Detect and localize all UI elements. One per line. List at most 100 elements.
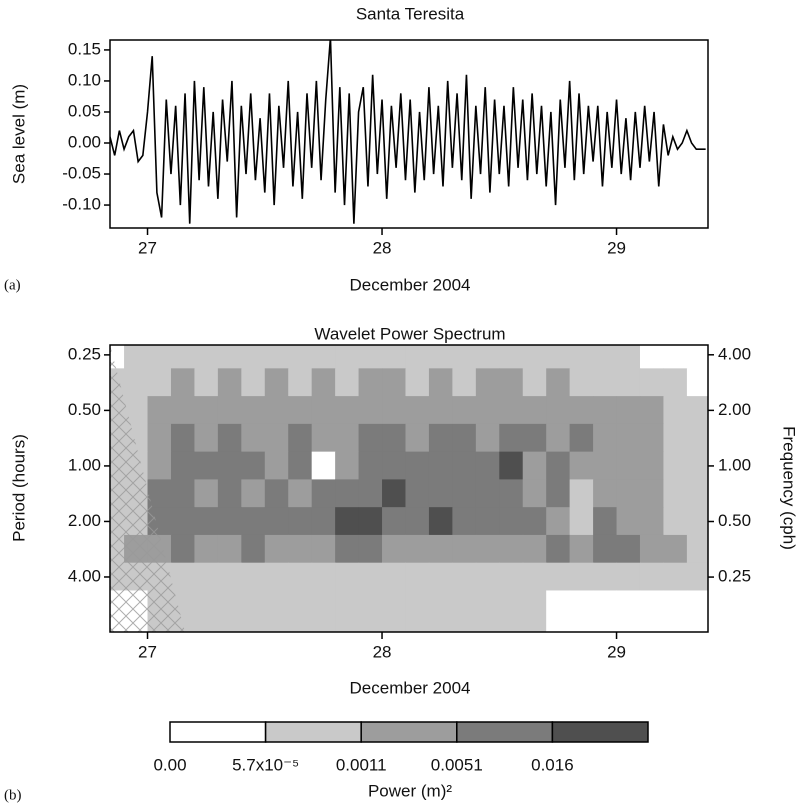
power-cell <box>194 396 219 425</box>
colorbar-swatch <box>456 721 554 743</box>
power-cell <box>311 368 336 397</box>
power-cell <box>593 345 618 369</box>
power-cell <box>452 479 477 508</box>
power-cell <box>147 479 172 508</box>
line-area <box>110 40 706 224</box>
power-cell <box>686 590 708 632</box>
power-cell <box>475 368 500 397</box>
x-tick-label: 28 <box>373 642 392 661</box>
power-cell <box>593 534 618 564</box>
colorbar-swatch <box>360 721 458 743</box>
power-cell <box>452 590 477 632</box>
power-cell <box>264 423 289 453</box>
power-cell <box>686 396 708 425</box>
x-tick-label: 27 <box>138 642 157 661</box>
power-cell <box>452 345 477 369</box>
power-cell <box>663 368 688 397</box>
power-cell <box>358 590 383 632</box>
power-cell <box>241 451 266 480</box>
power-cell <box>194 562 219 591</box>
power-cell <box>616 590 641 632</box>
y2-axis-label: Frequency (cph) <box>780 426 799 550</box>
power-cell <box>405 534 430 564</box>
y-tick-label: 0.10 <box>68 70 101 89</box>
power-cell <box>241 396 266 425</box>
power-cell <box>170 562 195 591</box>
power-cell <box>499 345 524 369</box>
y2-tick-label: 0.50 <box>718 511 751 530</box>
x-axis-label: December 2004 <box>350 678 471 697</box>
power-cell <box>147 396 172 425</box>
power-cell <box>475 451 500 480</box>
y-tick-label: 4.00 <box>68 566 101 585</box>
colorbar-tick-label: 0.0051 <box>431 755 483 774</box>
power-cell <box>382 590 406 632</box>
y-tick-label: 1.00 <box>68 455 101 474</box>
power-cell <box>311 345 336 369</box>
power-cell <box>593 423 618 453</box>
power-cell <box>686 368 708 397</box>
power-cell <box>194 345 219 369</box>
power-cell <box>569 507 594 536</box>
power-cell <box>264 479 289 508</box>
power-cell <box>288 368 313 397</box>
power-cell <box>288 562 313 591</box>
y2-tick-label: 2.00 <box>718 400 751 419</box>
power-cell <box>452 451 477 480</box>
power-cell <box>241 479 266 508</box>
power-cell <box>569 534 594 564</box>
power-cell <box>170 396 195 425</box>
power-cell <box>546 590 571 632</box>
power-cell <box>382 423 406 453</box>
panel-label: (b) <box>4 787 22 803</box>
power-cell <box>170 423 195 453</box>
power-cell <box>663 590 688 632</box>
power-cell <box>569 396 594 425</box>
colorbar-tick-label: 0.016 <box>531 755 574 774</box>
colorbar-swatch <box>264 721 362 743</box>
power-cell <box>405 451 430 480</box>
power-cell <box>546 368 571 397</box>
power-cell <box>639 534 664 564</box>
power-cell <box>639 590 664 632</box>
colorbar-swatch <box>551 721 649 743</box>
power-cell <box>311 590 336 632</box>
power-cell <box>616 479 641 508</box>
power-cell <box>428 534 453 564</box>
power-cell <box>335 562 360 591</box>
x-tick-label: 29 <box>607 238 626 257</box>
power-cell <box>288 479 313 508</box>
power-cell <box>382 479 406 508</box>
power-cell <box>475 396 500 425</box>
power-cell <box>546 345 571 369</box>
power-cell <box>475 590 500 632</box>
power-cell <box>170 479 195 508</box>
power-cell <box>639 507 664 536</box>
power-cell <box>663 507 688 536</box>
y-tick-label: 0.25 <box>68 344 101 363</box>
power-cell <box>546 396 571 425</box>
power-cell <box>616 423 641 453</box>
power-cell <box>663 534 688 564</box>
power-cell <box>335 345 360 369</box>
power-cell <box>311 396 336 425</box>
power-cell <box>616 451 641 480</box>
power-cell <box>686 451 708 480</box>
power-cell <box>311 507 336 536</box>
power-cell <box>522 534 547 564</box>
power-cell <box>194 534 219 564</box>
power-cell <box>475 507 500 536</box>
plot-frame <box>109 344 709 633</box>
power-cell <box>194 507 219 536</box>
power-cell <box>499 423 524 453</box>
power-cell <box>616 368 641 397</box>
power-cell <box>593 396 618 425</box>
power-cell <box>663 451 688 480</box>
y2-tick-label: 0.25 <box>718 567 751 586</box>
power-cell <box>147 368 172 397</box>
power-cell <box>217 345 242 369</box>
power-cell <box>475 534 500 564</box>
power-cell <box>569 345 594 369</box>
power-cell <box>546 451 571 480</box>
power-cell <box>428 590 453 632</box>
